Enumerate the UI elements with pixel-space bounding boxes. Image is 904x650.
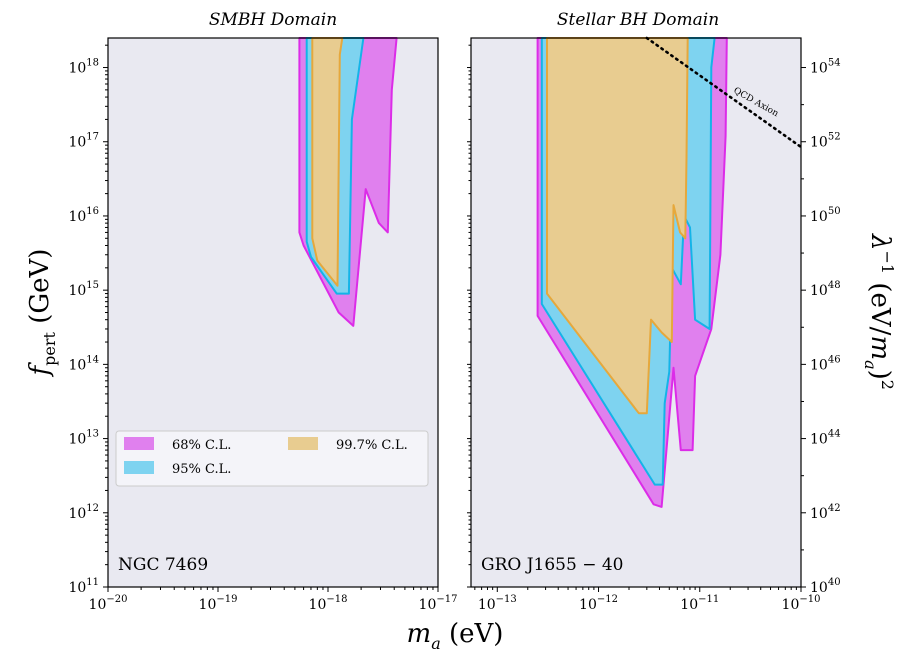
legend-label-95: 95% C.L. [172, 462, 231, 477]
stellar-right-tick-label: 1044 [810, 429, 841, 448]
smbh-confidence-regions [298, 37, 398, 327]
smbh-y-tick-label: 1016 [68, 206, 99, 225]
smbh-y-ticks: 1011 1012 1013 1014 1015 1016 1017 1018 [68, 44, 108, 596]
stellar-right-tick-label: 1040 [810, 577, 841, 596]
legend-label-997: 99.7% C.L. [336, 438, 408, 453]
stellar-right-tick-label: 1048 [810, 280, 841, 299]
stellar-x-ticks: 10−13 10−12 10−11 10−10 [474, 587, 821, 613]
smbh-x-tick-label: 10−18 [309, 594, 348, 613]
stellar-x-tick-label: 10−13 [478, 594, 517, 613]
legend: 68% C.L. 95% C.L. 99.7% C.L. [115, 430, 429, 487]
right-axis-label: λ−1 (eV/ma)2 [861, 233, 897, 390]
smbh-y-tick-label: 1017 [68, 132, 99, 151]
stellar-region-997..cl [546, 37, 689, 415]
x-axis-label: ma (eV) [407, 619, 504, 650]
stellar-right-tick-label: 1054 [810, 58, 841, 77]
smbh-y-tick-label: 1015 [68, 280, 99, 299]
smbh-source-label: NGC 7469 [118, 555, 208, 575]
smbh-y-tick-label: 1018 [68, 58, 99, 77]
stellar-x-tick-label: 10−12 [579, 594, 618, 613]
stellar-right-tick-label: 1046 [810, 354, 841, 373]
legend-box [115, 430, 429, 487]
stellar-confidence-regions [536, 37, 728, 508]
smbh-x-tick-label: 10−17 [419, 594, 458, 613]
stellar-panel: QCD Axion 10−13 10−12 10−11 10−10 104010421… [467, 10, 841, 613]
smbh-y-tick-label: 1012 [68, 503, 99, 522]
smbh-y-tick-label: 1014 [68, 354, 99, 373]
smbh-x-ticks: 10−20 10−19 10−18 10−17 [89, 587, 458, 613]
stellar-panel-title: Stellar BH Domain [557, 10, 719, 30]
qcd-axion-line [645, 36, 803, 149]
stellar-source-label: GRO J1655 − 40 [481, 555, 623, 575]
smbh-x-tick-label: 10−20 [89, 594, 128, 613]
smbh-panel: 10−20 10−19 10−18 10−17 1011101210131014101… [68, 10, 457, 613]
smbh-x-tick-label: 10−19 [199, 594, 238, 613]
stellar-x-tick-label: 10−11 [680, 594, 719, 613]
legend-label-68: 68% C.L. [172, 438, 231, 453]
stellar-right-tick-label: 1042 [810, 503, 841, 522]
y-axis-label: fpert (GeV) [25, 249, 59, 378]
stellar-right-tick-label: 1052 [810, 132, 841, 151]
smbh-y-tick-label: 1013 [68, 429, 99, 448]
stellar-right-y-ticks: 1040 1042 1044 1046 1048 1050 1052 1054 [467, 44, 841, 596]
stellar-right-tick-label: 1050 [810, 206, 841, 225]
stellar-x-tick-label: 10−10 [782, 594, 821, 613]
legend-swatch-997 [288, 437, 318, 450]
legend-swatch-95 [124, 461, 154, 474]
smbh-region-997..cl [311, 37, 344, 287]
smbh-panel-title: SMBH Domain [209, 10, 337, 30]
smbh-y-tick-label: 1011 [68, 577, 99, 596]
legend-swatch-68 [124, 437, 154, 450]
